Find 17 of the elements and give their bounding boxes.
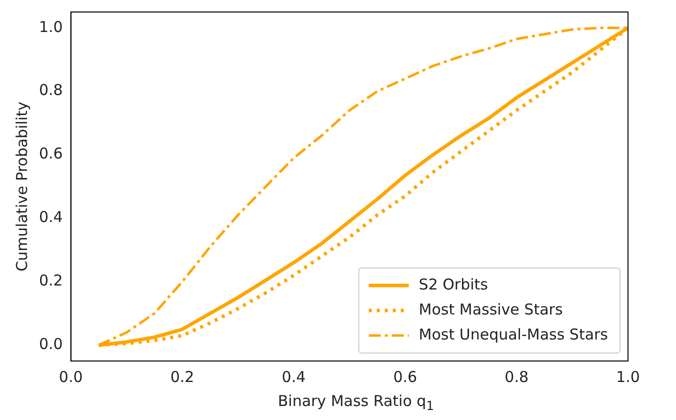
y-tick-label: 0.8 bbox=[38, 81, 63, 100]
x-tick-label: 0.4 bbox=[282, 368, 306, 386]
x-tick-label: 0.2 bbox=[170, 368, 194, 386]
y-axis-title: Cumulative Probability bbox=[12, 102, 31, 272]
x-tick-label: 0.6 bbox=[393, 368, 418, 386]
y-tick-label: 0.4 bbox=[38, 208, 63, 226]
legend-label: Most Unequal-Mass Stars bbox=[418, 325, 608, 344]
legend-label: S2 Orbits bbox=[418, 275, 488, 294]
x-axis-title: Binary Mass Ratio q$_{1}$ bbox=[276, 392, 436, 413]
y-tick-label: 1.0 bbox=[38, 18, 63, 36]
y-tick-label: 0.6 bbox=[38, 144, 63, 163]
legend-label: Most Massive Stars bbox=[418, 300, 563, 318]
x-tick-label: 0.8 bbox=[504, 368, 528, 386]
x-tick-label: 0.0 bbox=[58, 368, 83, 386]
x-tick-label: 1.0 bbox=[616, 368, 640, 386]
y-tick-label: 0.0 bbox=[38, 335, 63, 354]
y-tick-label: 0.2 bbox=[38, 272, 63, 290]
